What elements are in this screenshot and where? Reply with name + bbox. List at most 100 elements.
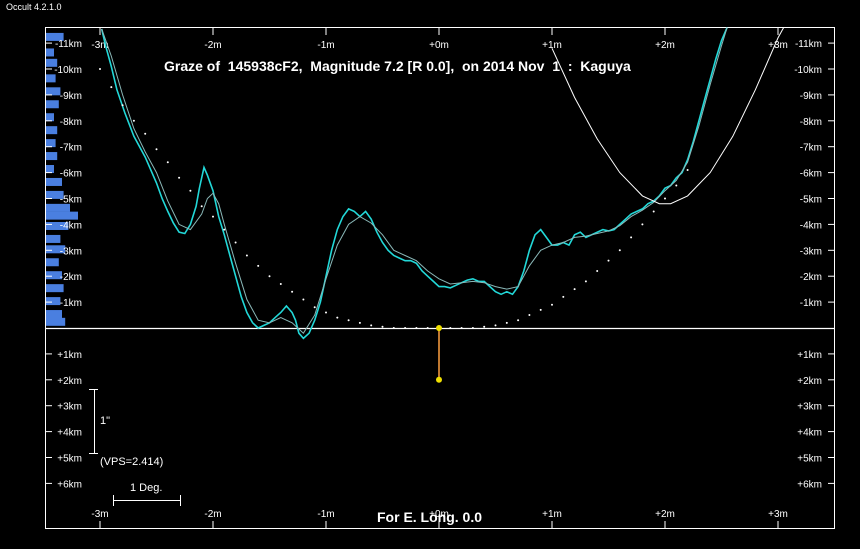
mean-limb-dot (426, 327, 429, 329)
marker-bottom-dot (436, 376, 442, 383)
y-tick-label-right: +5km (797, 454, 822, 465)
mean-limb-dot (483, 325, 486, 328)
y-tick-label-right: -5km (800, 195, 822, 206)
histogram-bar (46, 203, 70, 212)
mean-limb-dot (528, 314, 531, 317)
mean-limb-dot (291, 290, 294, 293)
lunar-limb-profile (100, 27, 728, 340)
mean-limb-dot (189, 189, 192, 192)
y-tick-label-right: -7km (800, 143, 822, 154)
mean-limb-dot (618, 249, 621, 252)
mean-limb-dot (144, 132, 147, 135)
height-histogram (46, 32, 78, 326)
mean-limb-dot (517, 319, 520, 322)
histogram-bar (46, 74, 56, 83)
histogram-bar (46, 310, 62, 319)
x-tick-label-bottom: +0m (429, 509, 449, 520)
arcsec-scale-label: 1" (100, 415, 111, 427)
y-tick-label-left: -10km (54, 65, 82, 76)
mean-limb-dot (392, 327, 395, 329)
y-tick-label-right: -3km (800, 246, 822, 257)
histogram-bar (46, 190, 64, 199)
x-tick-label-top: +1m (542, 40, 562, 51)
vps-label: (VPS=2.414) (100, 456, 164, 468)
chart-footer: For E. Long. 0.0 (377, 509, 483, 525)
histogram-bar (46, 258, 59, 267)
y-tick-label-right: -6km (800, 169, 822, 180)
y-tick-label-left: -1km (60, 298, 82, 309)
mean-limb-dot (121, 104, 124, 107)
histogram-bar (46, 234, 61, 243)
histogram-bar (46, 126, 58, 135)
y-tick-label-right: +1km (797, 350, 822, 361)
mean-limb-dot (302, 298, 305, 301)
mean-limb-dot (99, 68, 101, 70)
histogram-bar (46, 177, 62, 186)
histogram-bar (46, 271, 62, 280)
histogram-bar (46, 317, 66, 326)
x-tick-label-bottom: -3m (91, 509, 108, 520)
mean-limb-dot (460, 327, 463, 329)
y-tick-label-left: +2km (57, 376, 82, 387)
x-tick-label-top: -1m (317, 40, 334, 51)
x-tick-label-bottom: +3m (768, 509, 788, 520)
mean-limb-dot (279, 282, 282, 285)
x-tick-label-bottom: -2m (204, 509, 221, 520)
y-tick-label-right: -11km (795, 39, 822, 50)
y-tick-label-left: -2km (60, 272, 82, 283)
axes: -3m -3m -2m -2m -1m -1m +0m +0m +1m +1m +2m +2m +3m +… (46, 28, 834, 528)
y-tick-label-left: -3km (60, 246, 82, 257)
y-tick-label-right: -10km (794, 65, 822, 76)
limb-curve (551, 27, 785, 205)
y-tick-label-left: -5km (60, 195, 82, 206)
y-tick-label-left: -8km (60, 117, 82, 128)
histogram-bar (46, 32, 64, 41)
histogram-bar (46, 211, 78, 220)
mean-limb-dot (370, 324, 373, 327)
mean-limb-dot (596, 270, 599, 273)
scale-bars (89, 389, 181, 506)
mean-limb-dot (245, 254, 248, 257)
mean-limb-dot (325, 311, 327, 314)
histogram-bar (46, 297, 61, 306)
mean-limb-dot (675, 184, 678, 187)
app-title: Occult 4.2.1.0 (6, 2, 62, 12)
mean-limb-dot (551, 303, 553, 306)
y-tick-label-left: -11km (55, 39, 82, 50)
mean-limb-dot (562, 295, 565, 298)
mean-limb-dot (539, 308, 542, 311)
mean-limb-dot (573, 288, 576, 291)
mean-limb-dot (652, 210, 655, 213)
x-tick-label-top: -2m (204, 40, 221, 51)
histogram-bar (46, 152, 58, 161)
x-tick-label-top: +3m (768, 40, 788, 51)
y-tick-label-left: -4km (60, 220, 82, 231)
y-tick-label-right: -1km (800, 298, 822, 309)
y-tick-label-right: -2km (800, 272, 822, 283)
mean-limb-dot (313, 306, 316, 309)
mean-limb-dot (415, 327, 418, 329)
histogram-bar (46, 165, 54, 174)
mean-limb-dot (630, 236, 633, 239)
y-tick-label-left: -6km (60, 169, 82, 180)
mean-limb-dot (449, 327, 452, 329)
histogram-bar (46, 245, 66, 254)
y-tick-label-left: +6km (57, 479, 82, 490)
x-tick-label-top: +2m (655, 40, 675, 51)
mean-limb-dot (641, 223, 644, 226)
y-tick-label-left: +5km (57, 454, 82, 465)
y-tick-label-right: -8km (800, 117, 822, 128)
mean-limb-dot (178, 176, 181, 179)
mean-limb-dot (155, 148, 158, 151)
y-tick-label-right: +6km (797, 479, 822, 490)
mean-limb-dot (686, 169, 689, 172)
mean-limb-dot (132, 119, 135, 122)
histogram-bar (46, 221, 69, 230)
mean-limb-dot (381, 325, 384, 328)
y-tick-label-left: +3km (57, 402, 82, 413)
x-tick-label-bottom: +1m (542, 509, 562, 520)
y-tick-label-left: +1km (57, 350, 82, 361)
x-tick-label-bottom: +2m (655, 509, 675, 520)
histogram-bar (46, 58, 58, 67)
y-tick-label-right: -9km (800, 91, 822, 102)
